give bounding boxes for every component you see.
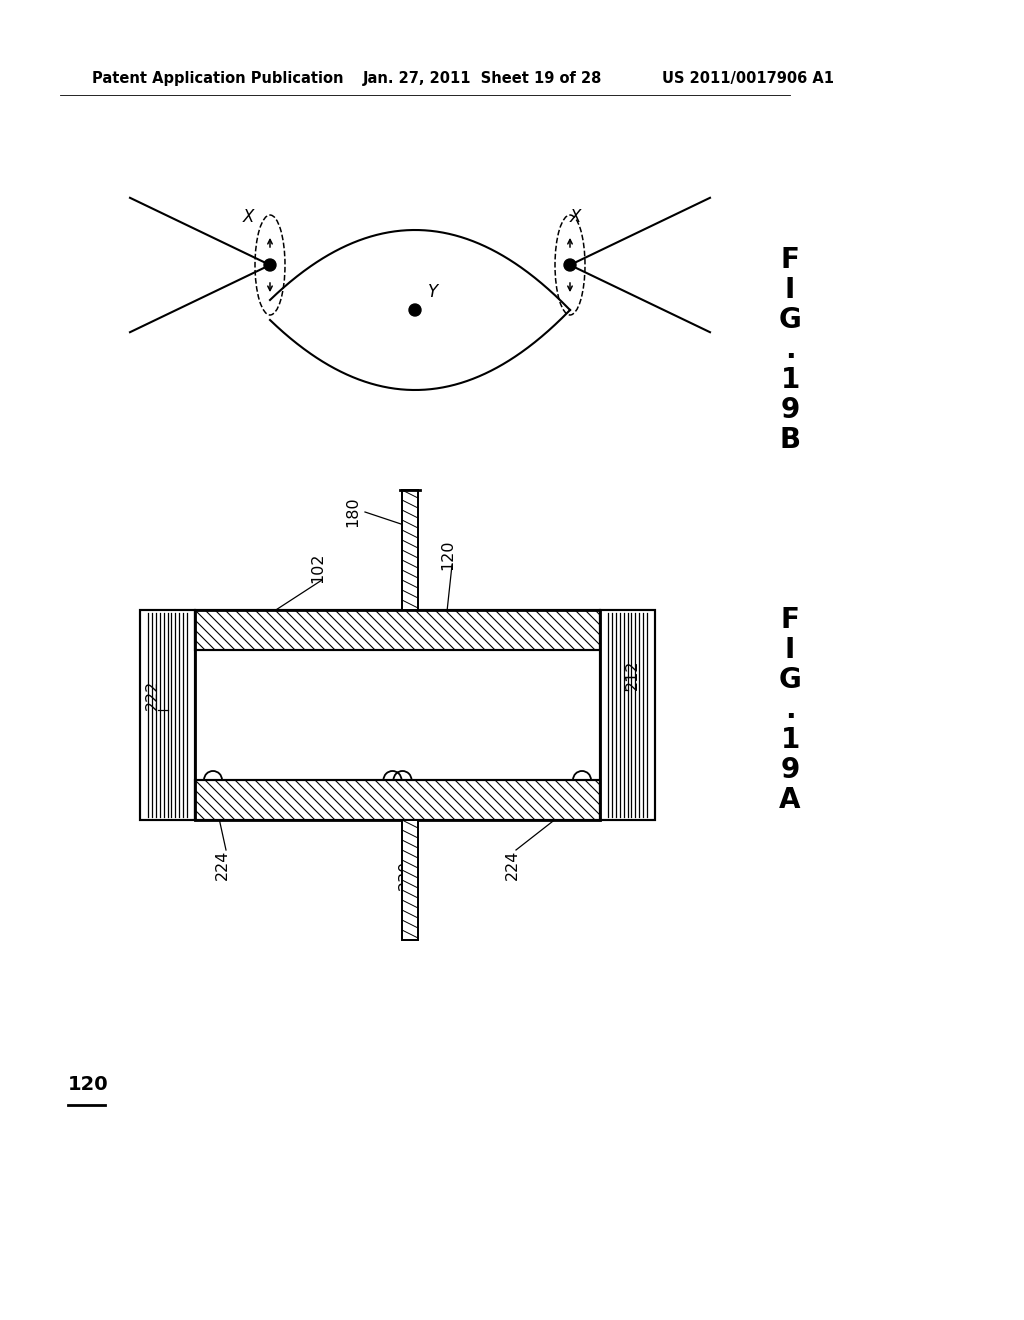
Text: 9: 9 — [780, 756, 800, 784]
Text: 9: 9 — [780, 396, 800, 424]
Circle shape — [409, 304, 421, 315]
Bar — [402, 820, 418, 940]
Bar — [140, 610, 195, 820]
Bar — [140, 610, 195, 820]
Text: .: . — [784, 696, 796, 723]
Bar — [402, 490, 418, 610]
Text: X: X — [569, 209, 581, 226]
Bar — [195, 649, 600, 780]
Bar — [600, 610, 655, 820]
Text: US 2011/0017906 A1: US 2011/0017906 A1 — [662, 70, 834, 86]
Text: 1: 1 — [780, 726, 800, 754]
Bar — [195, 610, 600, 649]
Text: 212: 212 — [625, 660, 640, 690]
Text: .: . — [784, 337, 796, 364]
Circle shape — [264, 259, 276, 271]
Text: F: F — [780, 246, 800, 275]
Text: Jan. 27, 2011  Sheet 19 of 28: Jan. 27, 2011 Sheet 19 of 28 — [362, 70, 602, 86]
Bar — [195, 610, 600, 649]
Text: Patent Application Publication: Patent Application Publication — [92, 70, 343, 86]
Text: G: G — [778, 667, 802, 694]
Text: 120: 120 — [440, 540, 455, 570]
Text: 222: 222 — [145, 680, 160, 710]
Text: 230: 230 — [398, 859, 413, 890]
Bar — [195, 780, 600, 820]
Text: Y: Y — [428, 282, 438, 301]
Text: I: I — [784, 276, 795, 304]
Text: 224: 224 — [505, 850, 520, 880]
Text: B: B — [779, 426, 801, 454]
Bar — [402, 490, 418, 610]
Circle shape — [564, 259, 575, 271]
Text: A: A — [779, 785, 801, 814]
Text: I: I — [784, 636, 795, 664]
Bar — [195, 780, 600, 820]
Text: 1: 1 — [780, 366, 800, 393]
Text: G: G — [778, 306, 802, 334]
Bar — [195, 610, 600, 820]
Text: X: X — [243, 209, 254, 226]
Bar — [600, 610, 655, 820]
Text: 224: 224 — [215, 850, 230, 880]
Bar — [402, 820, 418, 940]
Text: F: F — [780, 606, 800, 634]
Text: 180: 180 — [345, 496, 360, 527]
Text: 102: 102 — [310, 553, 325, 583]
Text: 120: 120 — [68, 1074, 109, 1094]
